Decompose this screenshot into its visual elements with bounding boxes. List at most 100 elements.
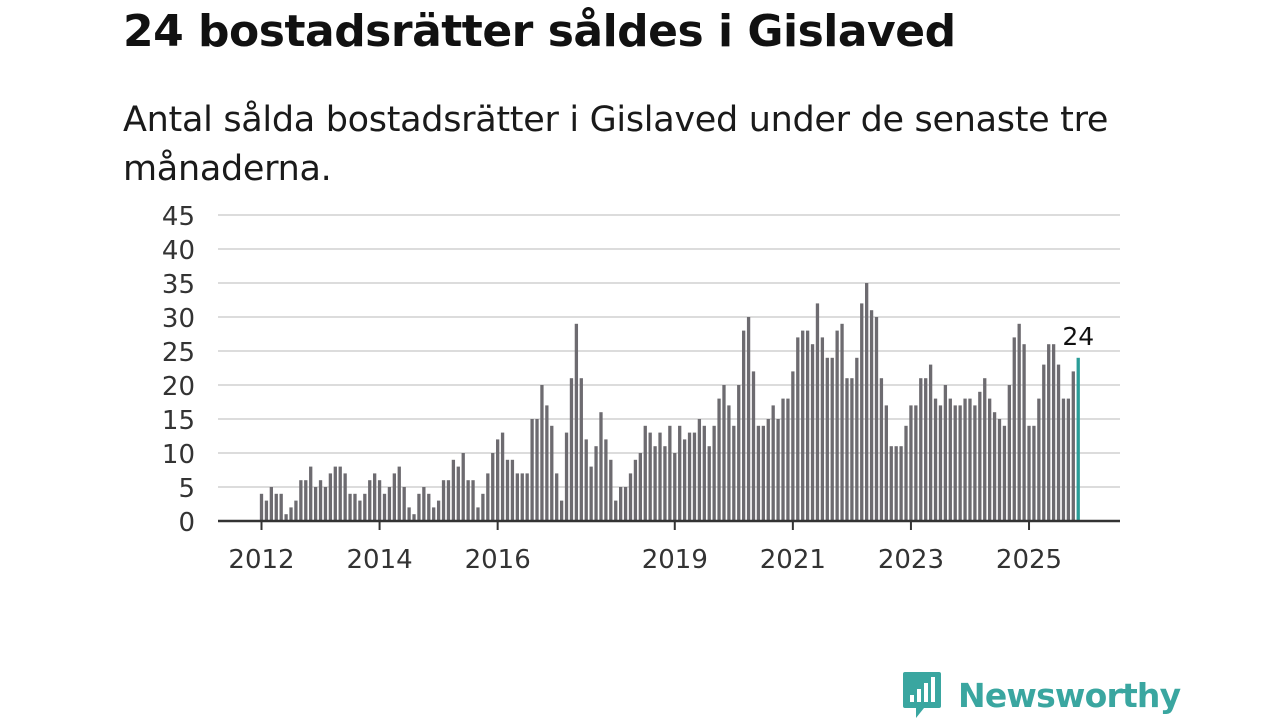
bar [402, 487, 406, 521]
y-tick-label-10: 10 [162, 440, 195, 470]
x-tick-label-2014: 2014 [346, 545, 412, 575]
bar [422, 487, 426, 521]
y-tick-label-40: 40 [162, 236, 195, 266]
bar [377, 480, 382, 521]
bar [500, 432, 505, 521]
bar [358, 500, 362, 521]
bar [766, 419, 770, 521]
bar [535, 419, 539, 521]
x-axis: 2012 2014 2016 2019 2021 2023 2025 [218, 519, 1120, 575]
bar [510, 459, 515, 521]
bar [678, 425, 682, 521]
bar [407, 507, 411, 521]
bar [579, 378, 583, 521]
x-tick-label-2023: 2023 [878, 545, 944, 575]
bar [702, 425, 706, 521]
bar [614, 500, 618, 521]
bar [658, 432, 662, 521]
bar [456, 466, 460, 521]
bar [550, 425, 554, 521]
bar [1027, 425, 1031, 521]
bar [717, 398, 721, 521]
bar [289, 507, 293, 521]
bar [294, 500, 298, 521]
bar [368, 480, 372, 521]
bar [914, 405, 918, 521]
bar [943, 385, 948, 521]
newsworthy-brand: Newsworthy [902, 670, 1181, 720]
bar [692, 432, 697, 521]
bar [259, 493, 264, 521]
bar [958, 405, 962, 521]
bar [599, 412, 603, 521]
bar [673, 453, 677, 521]
bar [545, 405, 549, 521]
bar [328, 473, 333, 521]
bar [564, 432, 569, 521]
bar [845, 378, 849, 521]
y-tick-label-5: 5 [178, 474, 195, 504]
bar [737, 385, 741, 521]
bar [776, 419, 780, 521]
bar [860, 303, 864, 521]
bar [1056, 364, 1061, 521]
bar [540, 385, 544, 521]
bar [722, 385, 726, 521]
bar [589, 466, 593, 521]
bar [835, 330, 839, 521]
bar [825, 357, 829, 521]
bar [264, 500, 269, 521]
y-axis-ticks: 0 5 10 15 20 25 30 35 40 45 [162, 202, 195, 538]
bar [299, 480, 303, 521]
bar [476, 507, 480, 521]
bar [801, 330, 805, 521]
bar [436, 500, 441, 521]
bar [309, 466, 313, 521]
bar [343, 473, 347, 521]
bar [363, 493, 367, 521]
bar [855, 357, 859, 521]
bar [865, 283, 869, 521]
bar [796, 337, 800, 521]
bar [963, 398, 967, 521]
bar [313, 487, 318, 521]
chart-title: 24 bostadsrätter såldes i Gislaved [123, 6, 956, 57]
bar [663, 446, 667, 521]
bar [623, 487, 628, 521]
bar [1012, 337, 1016, 521]
x-tick-label-2021: 2021 [760, 545, 826, 575]
bar [687, 432, 692, 521]
bar [992, 412, 997, 521]
y-tick-label-30: 30 [162, 304, 195, 334]
y-tick-label-20: 20 [162, 372, 195, 402]
bar [269, 487, 273, 521]
bar [353, 493, 357, 521]
bar [387, 487, 392, 521]
bar [786, 398, 790, 521]
bar [712, 425, 716, 521]
bar [1042, 364, 1046, 521]
bar [727, 405, 731, 521]
bar [948, 398, 952, 521]
bar [471, 480, 475, 521]
bar [850, 378, 854, 521]
y-tick-label-45: 45 [162, 202, 195, 232]
bar-highlight [1076, 357, 1080, 521]
bar [953, 405, 957, 521]
bar [1071, 371, 1075, 521]
bar [968, 398, 972, 521]
bar [333, 466, 337, 521]
y-tick-label-35: 35 [162, 270, 195, 300]
bar [938, 405, 943, 521]
bar [810, 344, 815, 521]
bar [441, 480, 446, 521]
bar [928, 364, 933, 521]
bar [284, 514, 288, 521]
bar [746, 317, 751, 521]
x-tick-label-2019: 2019 [642, 545, 708, 575]
bar [1002, 425, 1007, 521]
bar [988, 398, 992, 521]
bar [348, 493, 352, 521]
bar [983, 378, 987, 521]
bar [515, 473, 519, 521]
